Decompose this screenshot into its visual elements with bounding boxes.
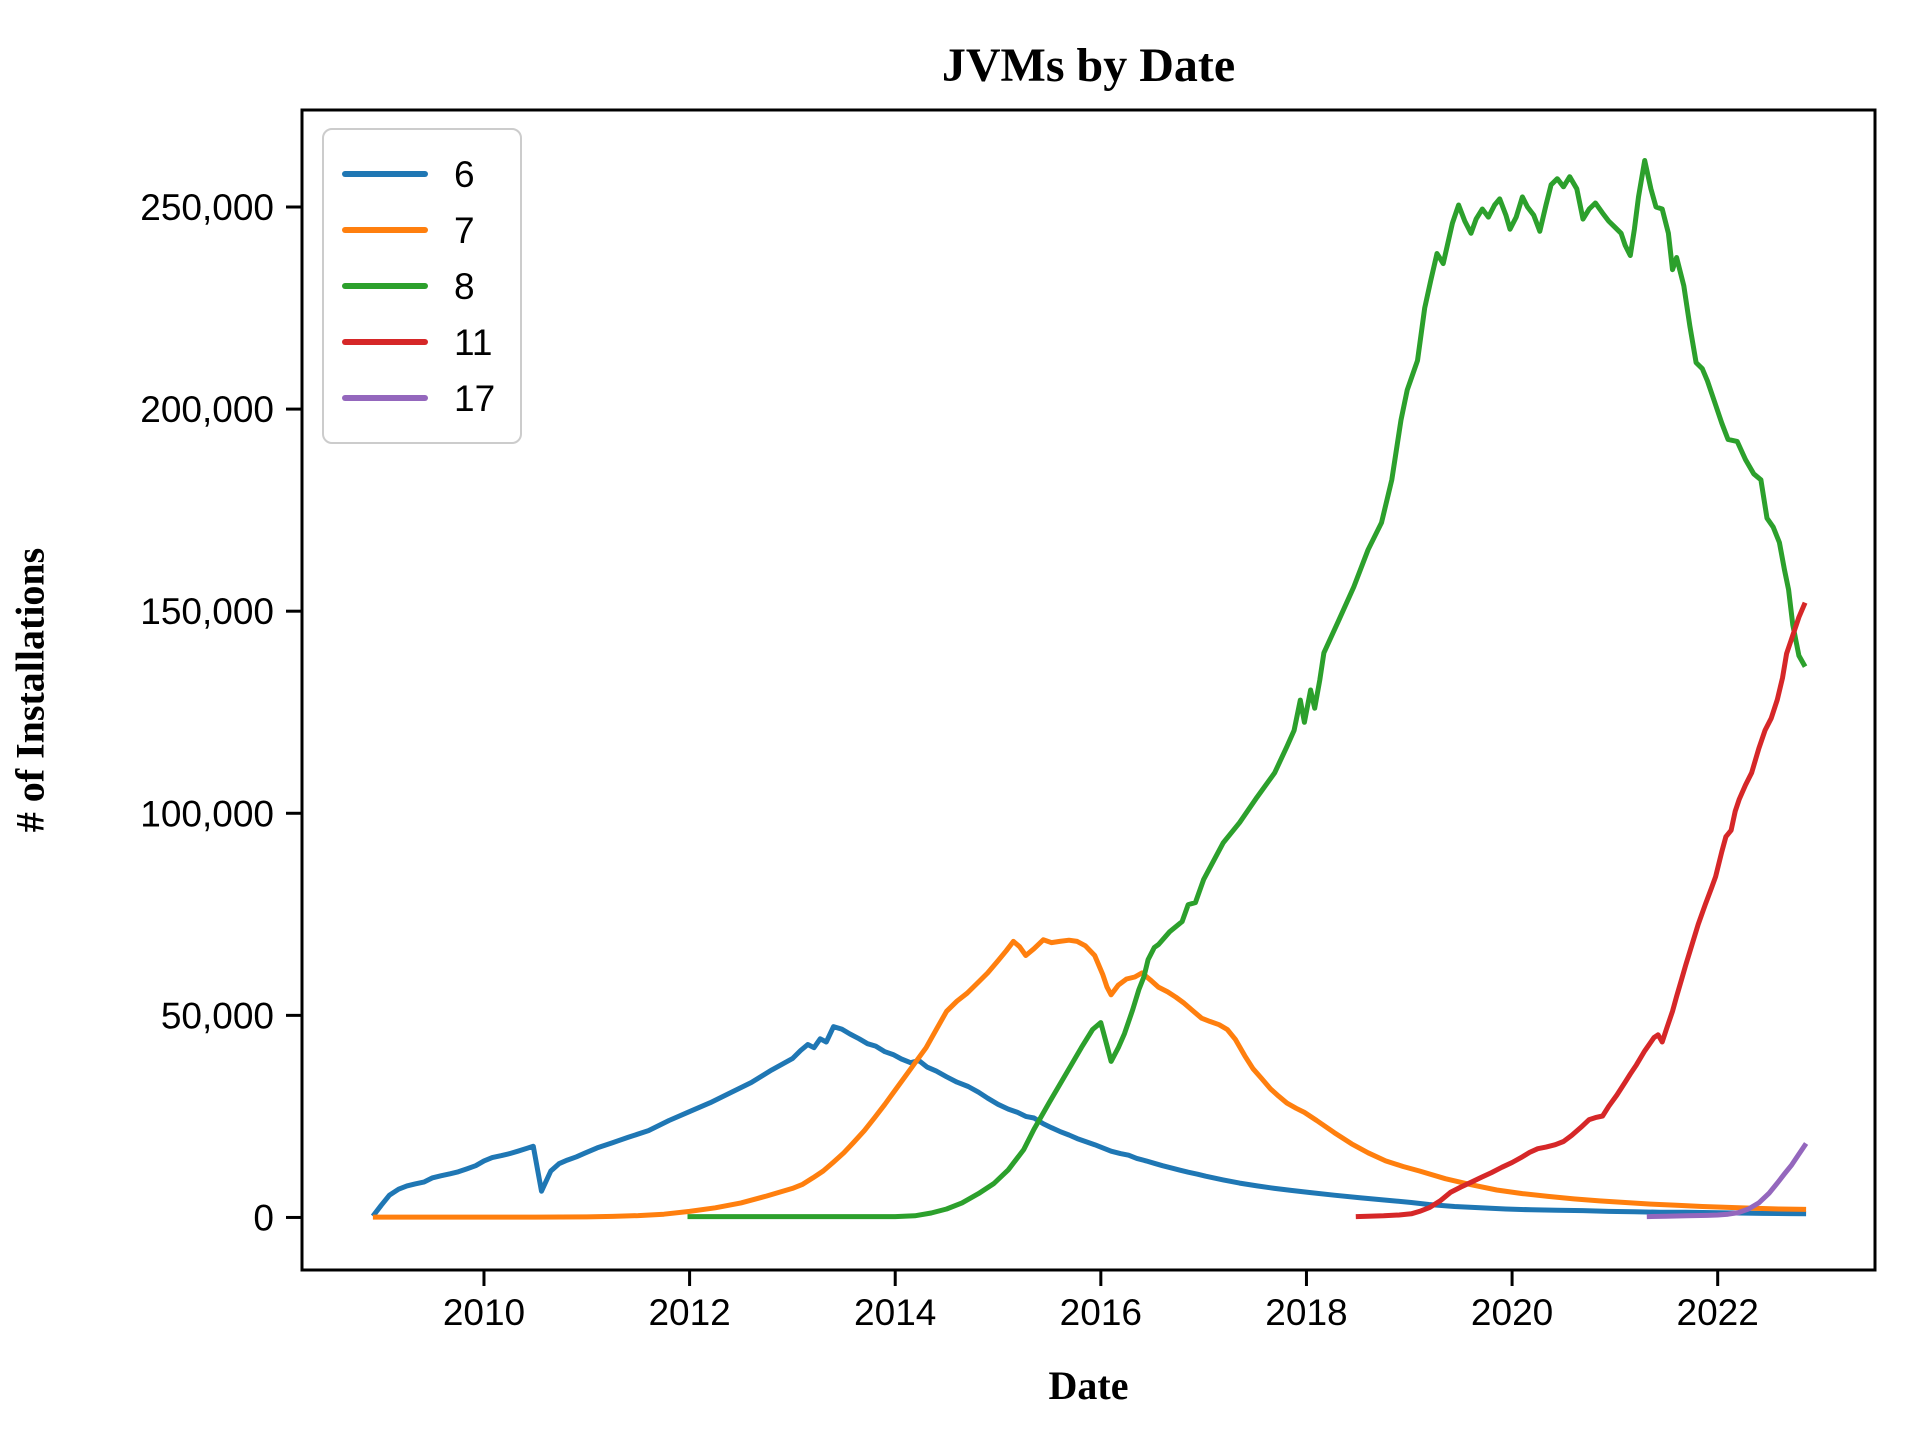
legend: 6 7 8 11 17 [322,128,522,444]
series-line-6 [370,1024,1807,1218]
legend-item-java17: 17 [342,370,502,426]
legend-line-swatch-java8 [342,283,428,289]
legend-line-swatch-java11 [342,339,428,345]
legend-label: 6 [454,153,475,195]
x-tick-label: 2020 [1471,1292,1553,1333]
legend-item-java11: 11 [342,314,502,370]
y-axis-label: # of Installations [7,547,53,833]
series-line-7 [372,937,1807,1220]
y-tick-label: 100,000 [140,793,274,834]
y-tick-label: 50,000 [161,995,274,1036]
legend-line-swatch-java7 [342,227,428,233]
axes-frame [300,108,1877,1272]
legend-label: 8 [454,265,475,307]
series-line-17 [1646,1142,1809,1220]
legend-item-java7: 7 [342,202,502,258]
series-line-8 [687,158,1808,1220]
x-axis-label: Date [1048,1363,1129,1408]
x-tick-label: 2016 [1060,1292,1142,1333]
legend-label: 17 [454,377,496,419]
x-tick-label: 2018 [1265,1292,1347,1333]
legend-line-swatch-java6 [342,171,428,177]
legend-label: 7 [454,209,475,251]
series-line-11 [1355,601,1808,1220]
y-tick-label: 200,000 [140,389,274,430]
y-tick-label: 0 [253,1197,274,1238]
x-tick-label: 2014 [854,1292,936,1333]
chart-title: JVMs by Date [941,39,1236,92]
legend-label: 11 [454,321,493,363]
x-tick-label: 2022 [1677,1292,1759,1333]
legend-item-java8: 8 [342,258,502,314]
x-tick-label: 2012 [648,1292,730,1333]
y-tick-label: 150,000 [140,591,274,632]
legend-line-swatch-java17 [342,395,428,401]
y-tick-label: 250,000 [140,187,274,228]
legend-item-java6: 6 [342,146,502,202]
x-tick-label: 2010 [443,1292,525,1333]
